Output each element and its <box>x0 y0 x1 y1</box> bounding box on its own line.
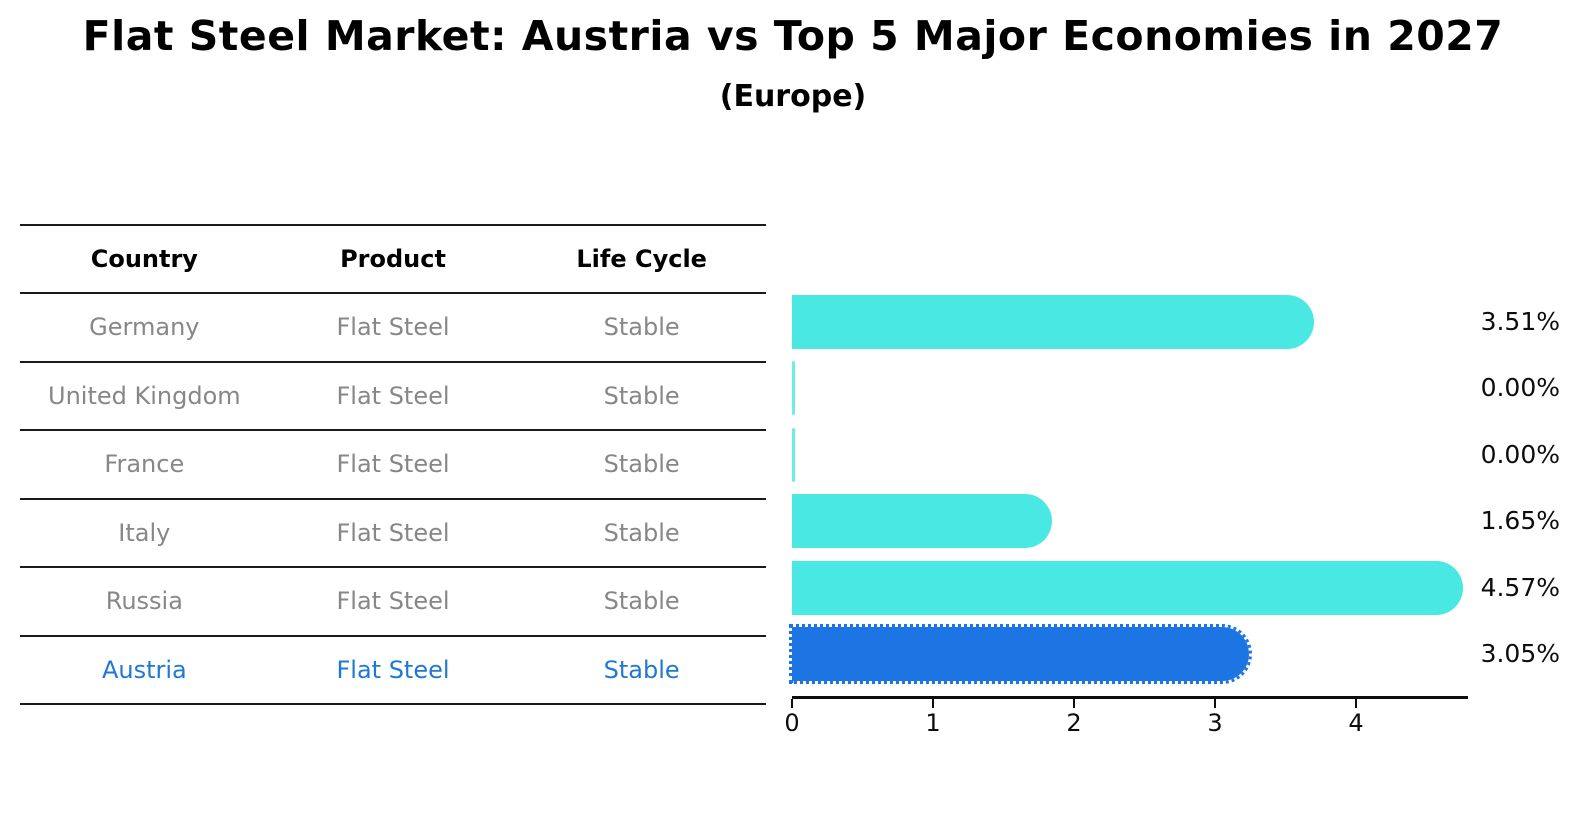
x-tick-label-3: 3 <box>1207 709 1223 737</box>
country-table: Country Product Life Cycle Germany Flat S… <box>20 224 766 705</box>
table-row-austria: Austria Flat Steel Stable <box>20 637 766 705</box>
cell-life-cycle: Stable <box>603 518 680 547</box>
x-axis-line <box>792 696 1468 699</box>
column-header-product: Product <box>340 245 446 273</box>
x-tick-label-2: 2 <box>1066 709 1082 737</box>
x-tick-label-4: 4 <box>1348 709 1364 737</box>
cell-product: Flat Steel <box>336 381 450 410</box>
column-header-lifecycle: Life Cycle <box>576 245 707 273</box>
cell-life-cycle: Stable <box>603 381 680 410</box>
x-tick-mark-0 <box>790 699 794 708</box>
column-header-country: Country <box>90 245 198 273</box>
value-label-germany: 3.51% <box>1480 306 1560 336</box>
table-row-germany: Germany Flat Steel Stable <box>20 294 766 363</box>
table-header-row: Country Product Life Cycle <box>20 224 766 294</box>
cell-country: Russia <box>105 587 183 616</box>
x-tick-mark-4 <box>1354 699 1358 708</box>
cell-life-cycle: Stable <box>603 313 680 342</box>
table-body: Germany Flat Steel Stable United Kingdom Fla… <box>20 294 766 705</box>
x-tick-label-0: 0 <box>784 709 800 737</box>
bar-united-kingdom <box>792 361 795 416</box>
value-label-austria: 3.05% <box>1480 639 1560 669</box>
cell-product: Flat Steel <box>336 587 450 616</box>
x-tick-mark-2 <box>1072 699 1076 708</box>
cell-product: Flat Steel <box>336 450 450 479</box>
cell-country: United Kingdom <box>48 381 241 410</box>
cell-product: Flat Steel <box>336 655 450 684</box>
value-label-united-kingdom: 0.00% <box>1480 373 1560 403</box>
value-label-italy: 1.65% <box>1480 506 1560 536</box>
table-row-united-kingdom: United Kingdom Flat Steel Stable <box>20 363 766 431</box>
cell-product: Flat Steel <box>336 518 450 547</box>
cell-life-cycle: Stable <box>603 450 680 479</box>
chart-title: Flat Steel Market: Austria vs Top 5 Majo… <box>82 12 1504 60</box>
cell-country: Germany <box>89 313 200 342</box>
bar-germany <box>792 294 1314 349</box>
bar-italy <box>792 494 1052 549</box>
cell-country: France <box>104 450 185 479</box>
x-tick-mark-1 <box>931 699 935 708</box>
table-row-russia: Russia Flat Steel Stable <box>20 568 766 637</box>
cell-country: Austria <box>101 655 187 684</box>
cell-country: Italy <box>118 518 171 547</box>
table-row-italy: Italy Flat Steel Stable <box>20 500 766 568</box>
cell-life-cycle: Stable <box>603 655 680 684</box>
bar-austria <box>788 624 1253 685</box>
bar-france <box>792 427 795 482</box>
x-tick-label-1: 1 <box>925 709 941 737</box>
value-label-france: 0.00% <box>1480 439 1560 469</box>
x-tick-mark-3 <box>1213 699 1217 708</box>
cell-product: Flat Steel <box>336 313 450 342</box>
chart-subtitle: (Europe) <box>719 79 867 114</box>
table-row-france: France Flat Steel Stable <box>20 431 766 500</box>
value-label-russia: 4.57% <box>1480 572 1560 602</box>
cell-life-cycle: Stable <box>603 587 680 616</box>
bar-russia <box>792 560 1464 615</box>
